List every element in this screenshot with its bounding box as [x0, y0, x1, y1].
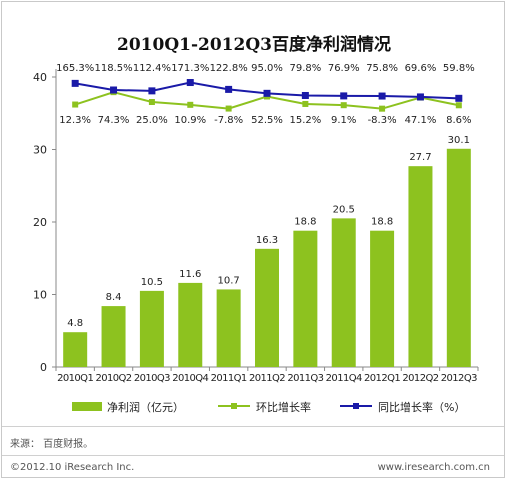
line-series: 12.3% 74.3% 25.0% 10.9% -7.8% 52.5% 15.2% 9.1% -…	[56, 63, 475, 126]
chart-legend: 净利润（亿元） 环比增长率 同比增长率（%）	[72, 400, 465, 414]
hb-growth-label: 12.3%	[59, 115, 91, 126]
bar-series: 4.8 8.4 10.5 11.6 10.7 16.3 18.8 20.5 18.8 27.7 30…	[63, 135, 471, 367]
x-tick-label: 2010Q3	[134, 373, 170, 384]
hb-growth-label: 74.3%	[98, 115, 130, 126]
legend-swatch-hb-marker	[231, 403, 237, 409]
hb-growth-marker	[340, 102, 347, 109]
hb-growth-marker	[302, 100, 309, 107]
tb-growth-label: 69.6%	[405, 63, 437, 74]
y-tick-label: 10	[33, 289, 47, 302]
hb-growth-marker	[455, 102, 462, 109]
bar-data-label: 10.5	[141, 277, 163, 288]
bar	[331, 218, 356, 367]
hb-growth-label: 9.1%	[331, 115, 356, 126]
y-tick-label: 0	[40, 361, 47, 374]
tb-growth-marker	[71, 79, 79, 87]
tb-growth-label: 118.5%	[94, 63, 132, 74]
hb-growth-marker	[379, 105, 386, 112]
hb-growth-marker	[148, 99, 155, 105]
y-tick-label: 30	[33, 144, 47, 157]
x-tick-label: 2011Q4	[326, 373, 362, 384]
hb-growth-label: 47.1%	[405, 115, 437, 126]
bar-data-label: 18.8	[294, 217, 316, 228]
tb-growth-label: 122.8%	[210, 63, 248, 74]
bar-data-label: 16.3	[256, 235, 278, 246]
footer-divider	[2, 426, 504, 427]
bar	[370, 230, 395, 367]
bar-data-label: 30.1	[448, 135, 470, 146]
legend-label-tb: 同比增长率（%）	[378, 400, 465, 414]
bar	[408, 166, 433, 367]
bar-data-label: 8.4	[106, 292, 122, 303]
hb-growth-label: 8.6%	[446, 115, 471, 126]
bar	[101, 306, 126, 367]
x-tick-label: 2012Q1	[364, 373, 400, 384]
x-tick-label: 2012Q2	[402, 373, 438, 384]
tb-growth-label: 59.8%	[443, 63, 475, 74]
bar	[293, 230, 318, 367]
tb-growth-label: 75.8%	[366, 63, 398, 74]
x-tick-label: 2012Q3	[441, 373, 477, 384]
bar	[63, 332, 88, 367]
hb-growth-marker	[225, 105, 232, 112]
tb-growth-marker	[378, 92, 386, 100]
x-tick-label: 2010Q2	[95, 373, 131, 384]
tb-growth-label: 171.3%	[171, 63, 209, 74]
tb-growth-marker	[186, 79, 194, 87]
bar-data-label: 20.5	[333, 204, 355, 215]
bar	[139, 290, 164, 367]
tb-growth-label: 79.8%	[289, 63, 321, 74]
legend-label-bar: 净利润（亿元）	[107, 400, 184, 414]
bar	[446, 148, 471, 367]
bar-data-label: 11.6	[179, 269, 201, 280]
hb-growth-label: -8.3%	[368, 115, 397, 126]
bar-data-label: 27.7	[409, 152, 431, 163]
tb-growth-marker	[148, 87, 156, 95]
legend-swatch-tb-marker	[353, 403, 359, 409]
bar	[216, 289, 241, 367]
website-text: www.iresearch.com.cn	[377, 462, 490, 473]
footer-divider	[2, 455, 504, 456]
tb-growth-label: 76.9%	[328, 63, 360, 74]
hb-growth-label: 52.5%	[251, 115, 283, 126]
y-tick-label: 20	[33, 216, 47, 229]
tb-growth-marker	[340, 92, 348, 100]
bar-data-label: 10.7	[218, 275, 240, 286]
tb-growth-marker	[110, 86, 118, 94]
hb-growth-label: 15.2%	[289, 115, 321, 126]
x-tick-label: 2010Q1	[57, 373, 93, 384]
tb-growth-marker	[455, 94, 463, 102]
hb-growth-marker	[187, 101, 194, 108]
tb-growth-label: 95.0%	[251, 63, 283, 74]
tb-growth-marker	[263, 89, 271, 97]
legend-swatch-bar	[72, 402, 102, 411]
x-tick-label: 2011Q1	[211, 373, 247, 384]
bar-data-label: 18.8	[371, 217, 393, 228]
x-tick-label: 2011Q2	[249, 373, 285, 384]
tb-growth-marker	[301, 91, 309, 99]
hb-growth-marker	[72, 101, 79, 108]
source-note: 来源： 百度财报。	[10, 439, 94, 450]
y-tick-label: 40	[33, 71, 47, 84]
hb-growth-label: 10.9%	[174, 115, 206, 126]
x-tick-label: 2010Q4	[172, 373, 208, 384]
bar-data-label: 4.8	[67, 318, 83, 329]
bar	[255, 248, 279, 367]
hb-growth-label: -7.8%	[214, 115, 243, 126]
tb-growth-marker	[416, 93, 424, 101]
tb-growth-marker	[225, 85, 233, 93]
tb-growth-label: 112.4%	[133, 63, 171, 74]
hb-growth-label: 25.0%	[136, 115, 168, 126]
chart-title: 2010Q1-2012Q3百度净利润情况	[117, 35, 391, 55]
copyright-text: ©2012.10 iResearch Inc.	[10, 462, 135, 473]
x-tick-label: 2011Q3	[287, 373, 323, 384]
tb-growth-label: 165.3%	[56, 63, 94, 74]
bar	[178, 282, 203, 367]
legend-label-hb: 环比增长率	[256, 400, 311, 414]
